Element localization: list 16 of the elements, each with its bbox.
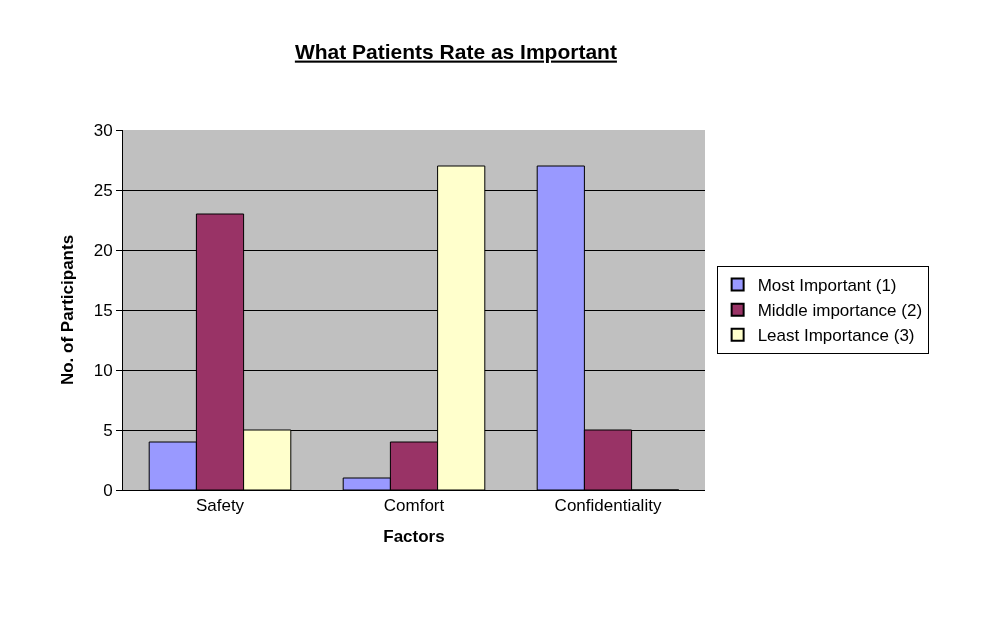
chart-title: What Patients Rate as Important bbox=[294, 39, 617, 63]
y-tick-label: 0 bbox=[103, 480, 113, 500]
legend-label: Most Important (1) bbox=[757, 276, 897, 296]
y-tick-label: 5 bbox=[103, 420, 113, 440]
legend-label: Middle importance (2) bbox=[757, 301, 923, 321]
legend-label: Least Importance (3) bbox=[757, 326, 915, 346]
y-tick-label: 30 bbox=[93, 120, 113, 140]
x-tick-label: Safety bbox=[195, 496, 245, 516]
y-tick-label: 10 bbox=[93, 360, 113, 380]
x-axis-title: Factors bbox=[383, 526, 445, 546]
y-tick-label: 25 bbox=[93, 180, 113, 200]
x-tick-label: Confidentiality bbox=[554, 496, 662, 516]
y-axis-title: No. of Participants bbox=[58, 234, 78, 386]
x-tick-label: Comfort bbox=[383, 496, 445, 516]
y-tick-label: 15 bbox=[93, 300, 113, 320]
y-tick-label: 20 bbox=[93, 240, 113, 260]
